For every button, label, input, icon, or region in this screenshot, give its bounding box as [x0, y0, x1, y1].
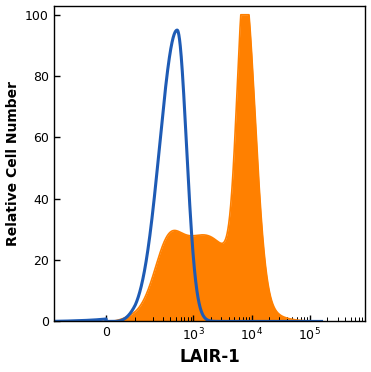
Y-axis label: Relative Cell Number: Relative Cell Number — [6, 81, 20, 246]
X-axis label: LAIR-1: LAIR-1 — [179, 349, 240, 366]
